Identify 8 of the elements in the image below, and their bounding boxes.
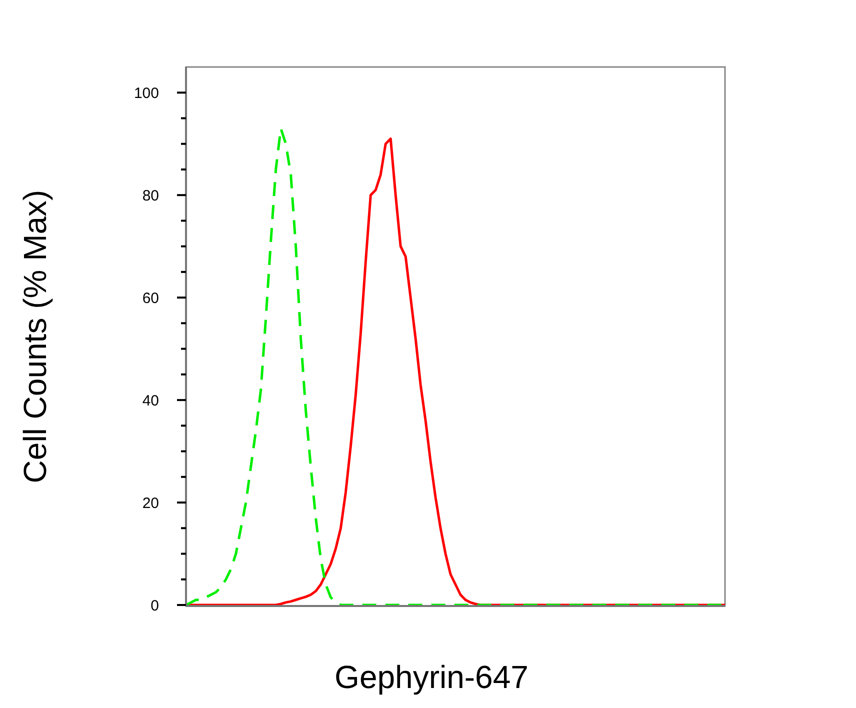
- y-tick-label: 80: [142, 187, 159, 204]
- y-tick-label: 0: [150, 597, 159, 614]
- y-tick-label: 20: [142, 494, 159, 512]
- y-tick-label: 100: [134, 84, 159, 102]
- x-axis-title: Gephyrin-647: [334, 659, 528, 695]
- y-tick-label: 60: [142, 290, 159, 307]
- y-tick-label: 40: [142, 392, 159, 410]
- y-axis-title: Cell Counts (% Max): [17, 190, 53, 484]
